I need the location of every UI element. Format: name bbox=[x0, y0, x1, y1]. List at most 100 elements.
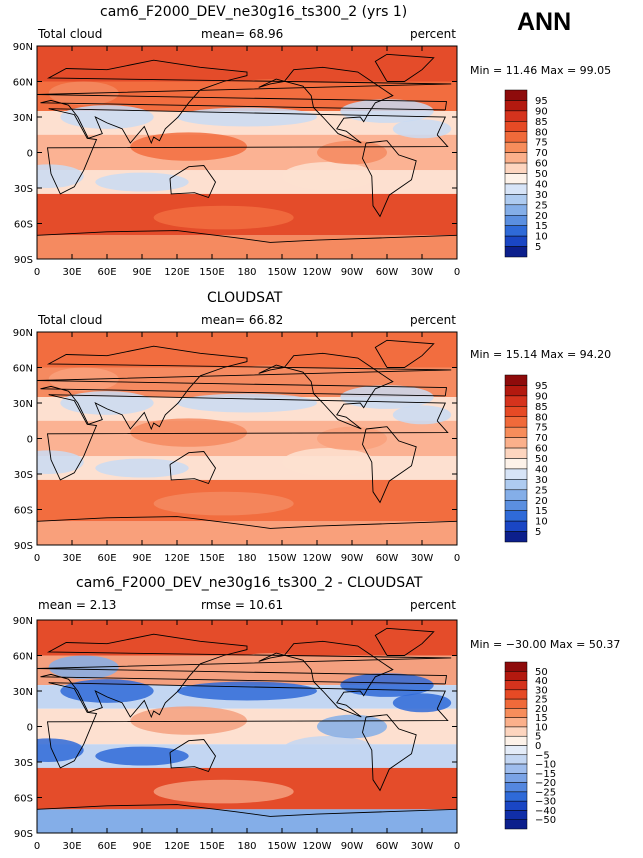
cloud-region bbox=[177, 393, 317, 413]
lon-label: 120W bbox=[303, 553, 332, 564]
coastline bbox=[362, 426, 417, 504]
coastline bbox=[37, 345, 452, 431]
colorbar-label: 20 bbox=[535, 211, 548, 222]
coastline bbox=[374, 339, 435, 368]
colorbar-swatch bbox=[504, 791, 528, 802]
colorbar-label: 40 bbox=[535, 676, 548, 687]
colorbar-swatch bbox=[504, 520, 528, 532]
lon-label: 150E bbox=[199, 267, 224, 278]
colorbar-label: 50 bbox=[535, 667, 548, 678]
colorbar-swatch bbox=[504, 385, 528, 397]
cloud-region bbox=[282, 161, 376, 191]
lon-label: 90W bbox=[341, 553, 364, 564]
coastline bbox=[169, 739, 217, 773]
colorbar-label: 40 bbox=[535, 179, 548, 190]
cloud-region bbox=[177, 107, 317, 127]
colorbar-label: 80 bbox=[535, 412, 548, 423]
colorbar-label: 10 bbox=[535, 722, 548, 733]
lon-label: 30W bbox=[411, 553, 434, 564]
map-field bbox=[37, 46, 457, 259]
zonal-band bbox=[37, 235, 457, 259]
cloud-region bbox=[37, 164, 84, 188]
colorbar-swatch bbox=[504, 782, 528, 793]
colorbar-label: 15 bbox=[535, 713, 548, 724]
colorbar-swatch bbox=[504, 406, 528, 417]
panel2-right-label: percent bbox=[410, 313, 456, 327]
panel2-center-label: mean= 66.82 bbox=[201, 313, 284, 327]
cloud-region bbox=[340, 673, 434, 697]
coastline bbox=[37, 804, 457, 817]
cloud-region bbox=[153, 205, 294, 230]
lat-label: 90S bbox=[14, 255, 33, 266]
colorbar-label: 20 bbox=[535, 704, 548, 715]
cloud-region bbox=[95, 458, 189, 478]
cloud-region bbox=[130, 706, 247, 735]
colorbar-swatch bbox=[504, 416, 528, 428]
colorbar-swatch bbox=[504, 500, 528, 511]
coastline bbox=[46, 394, 449, 481]
colorbar-swatch bbox=[504, 468, 528, 480]
colorbar-label: 25 bbox=[535, 200, 548, 211]
colorbar-swatch bbox=[504, 194, 528, 206]
coastline bbox=[46, 682, 449, 769]
colorbar-label: 75 bbox=[535, 138, 548, 149]
colorbar-label: −30 bbox=[535, 797, 556, 808]
coastline bbox=[37, 230, 457, 243]
lat-label: 90N bbox=[13, 328, 33, 339]
colorbar-label: 95 bbox=[535, 96, 548, 107]
colorbar-swatch bbox=[504, 100, 528, 112]
lon-label: 30E bbox=[62, 841, 81, 852]
colorbar-swatch bbox=[504, 141, 528, 153]
lat-label: 60S bbox=[14, 506, 33, 517]
colorbar-swatch bbox=[504, 680, 528, 691]
colorbar-swatch bbox=[504, 708, 528, 718]
colorbar-swatch bbox=[504, 671, 528, 681]
coastline bbox=[169, 165, 217, 199]
lon-label: 30E bbox=[62, 267, 81, 278]
colorbar-swatch bbox=[504, 89, 528, 101]
panel1-minmax: Min = 11.46 Max = 99.05 bbox=[470, 64, 612, 77]
colorbar-label: 20 bbox=[535, 496, 548, 507]
zonal-band bbox=[37, 708, 457, 745]
cloud-region bbox=[95, 172, 189, 192]
panel1-right-label: percent bbox=[410, 27, 456, 41]
colorbar-label: 70 bbox=[535, 433, 548, 444]
colorbar-swatch bbox=[504, 754, 528, 765]
cloud-region bbox=[223, 365, 317, 394]
colorbar-swatch bbox=[504, 510, 528, 522]
colorbar-label: 50 bbox=[535, 169, 548, 180]
colorbar-swatch bbox=[504, 162, 528, 174]
colorbar-label: 90 bbox=[535, 106, 548, 117]
cloud-region bbox=[223, 653, 317, 682]
lon-label: 60E bbox=[97, 841, 116, 852]
colorbar-label: 30 bbox=[535, 475, 548, 486]
panel1-left-label: Total cloud bbox=[38, 27, 103, 41]
colorbar-swatch bbox=[504, 800, 528, 811]
panel3-title: cam6_F2000_DEV_ne30g16_ts300_2 - CLOUDSA… bbox=[76, 575, 423, 591]
colorbar-label: 50 bbox=[535, 454, 548, 465]
colorbar-label: 5 bbox=[535, 242, 541, 253]
coastline bbox=[169, 451, 217, 485]
lat-label: 90N bbox=[13, 616, 33, 627]
zonal-band bbox=[37, 46, 457, 82]
lat-label: 30N bbox=[13, 687, 33, 698]
lon-label: 120W bbox=[303, 267, 332, 278]
lon-label: 150E bbox=[199, 841, 224, 852]
colorbar-label: 90 bbox=[535, 391, 548, 402]
colorbar-swatch bbox=[504, 215, 528, 226]
colorbar-label: 25 bbox=[535, 485, 548, 496]
colorbar-label: 80 bbox=[535, 127, 548, 138]
colorbar-swatch bbox=[504, 173, 528, 185]
lat-label: 90N bbox=[13, 42, 33, 53]
lat-label: 0 bbox=[27, 435, 33, 446]
lat-label: 30S bbox=[14, 470, 33, 481]
colorbar-swatch bbox=[504, 479, 528, 491]
colorbar-swatch bbox=[504, 726, 528, 737]
colorbar-label: −15 bbox=[535, 769, 556, 780]
colorbar-swatch bbox=[504, 131, 528, 143]
season-label: ANN bbox=[517, 8, 572, 36]
lon-label: 0 bbox=[34, 841, 40, 852]
lon-label: 150W bbox=[268, 841, 297, 852]
